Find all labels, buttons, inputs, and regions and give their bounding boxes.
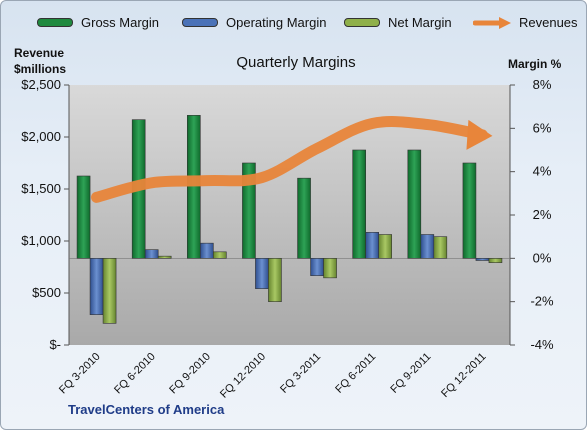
left-tick-label: $2,500	[21, 77, 61, 92]
legend-item-revenues: Revenues	[473, 15, 578, 30]
operating-margin-bar	[365, 232, 379, 259]
legend-item-gross: Gross Margin	[37, 15, 159, 30]
category-label: FQ 9-2010	[167, 351, 213, 397]
left-tick-label: $-	[49, 337, 61, 352]
category-label: FQ 3-2010	[57, 351, 103, 397]
legend: Gross Margin Operating Margin Net Margin…	[21, 15, 581, 37]
legend-label-net: Net Margin	[388, 15, 452, 30]
revenues-line	[91, 116, 488, 203]
left-axis-title: Revenue $millions	[14, 46, 67, 76]
legend-item-net: Net Margin	[344, 15, 452, 30]
legend-swatch-gross	[37, 18, 73, 27]
gross-margin-bar	[352, 149, 366, 259]
legend-label-operating: Operating Margin	[226, 15, 327, 30]
operating-margin-bar	[420, 234, 435, 259]
category-label: FQ 12-2010	[218, 351, 268, 401]
right-tick-label: 4%	[533, 164, 552, 179]
right-tick-label: -2%	[530, 294, 554, 309]
right-tick-label: 0%	[533, 250, 552, 265]
net-margin-bar	[157, 255, 172, 259]
legend-swatch-operating	[182, 18, 218, 27]
left-tick-label: $2,000	[21, 129, 61, 144]
operating-margin-bar	[255, 258, 269, 289]
gross-margin-bar	[76, 175, 91, 259]
operating-margin-bar	[144, 249, 159, 259]
operating-margin-bar	[200, 242, 214, 259]
legend-label-gross: Gross Margin	[81, 15, 160, 30]
net-margin-bar	[433, 236, 448, 259]
net-margin-bar	[268, 258, 282, 302]
operating-margin-bar	[310, 258, 324, 276]
operating-margin-bar	[475, 258, 490, 261]
left-tick-label: $1,000	[21, 233, 61, 248]
category-label: FQ 3-2011	[278, 351, 323, 396]
left-tick-label: $1,500	[21, 181, 61, 196]
right-tick-label: 2%	[533, 207, 552, 222]
legend-arrow-icon	[473, 16, 511, 29]
gross-margin-bar	[462, 162, 477, 259]
footer-company: TravelCenters of America	[68, 402, 225, 417]
category-label: FQ 6-2010	[112, 351, 158, 397]
net-margin-bar	[102, 258, 117, 324]
right-tick-label: 6%	[533, 120, 552, 135]
category-label: FQ 12-2011	[439, 351, 488, 400]
chart-title: Quarterly Margins	[236, 54, 356, 71]
gross-margin-bar	[242, 162, 256, 259]
net-margin-bar	[378, 234, 392, 259]
gross-margin-bar	[407, 149, 422, 259]
right-tick-label: 8%	[533, 77, 552, 92]
net-margin-bar	[488, 258, 503, 263]
left-tick-label: $500	[32, 285, 61, 300]
right-tick-label: -4%	[530, 337, 554, 352]
category-label: FQ 9-2011	[388, 351, 433, 396]
operating-margin-bar	[89, 258, 104, 315]
right-axis-title: Margin %	[508, 57, 562, 71]
revenues-arrowhead	[466, 119, 493, 150]
net-margin-bar	[213, 251, 227, 259]
net-margin-bar	[323, 258, 337, 279]
legend-label-revenues: Revenues	[519, 15, 578, 30]
gross-margin-bar	[187, 115, 201, 259]
legend-swatch-net	[344, 18, 380, 27]
category-label: FQ 6-2011	[333, 351, 378, 396]
legend-item-operating: Operating Margin	[182, 15, 326, 30]
gross-margin-bar	[297, 177, 311, 259]
